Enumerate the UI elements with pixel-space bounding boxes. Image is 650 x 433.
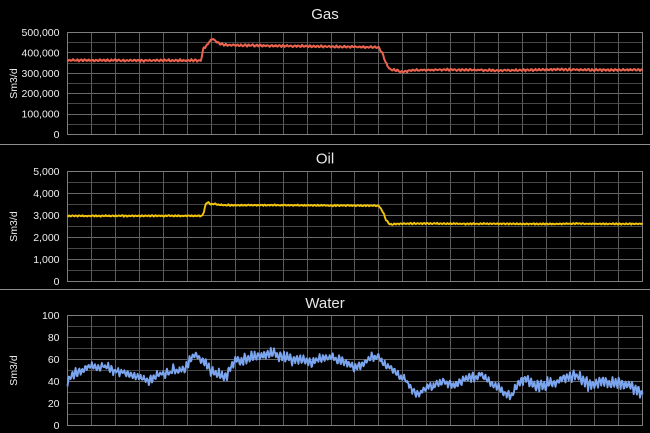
svg-text:3,000: 3,000 xyxy=(33,210,59,222)
svg-text:400,000: 400,000 xyxy=(22,47,60,59)
svg-text:Sm3/d: Sm3/d xyxy=(8,355,20,386)
svg-text:200,000: 200,000 xyxy=(22,88,60,100)
svg-text:20: 20 xyxy=(48,398,60,410)
svg-text:100,000: 100,000 xyxy=(22,109,60,121)
svg-text:4,000: 4,000 xyxy=(33,188,59,200)
svg-text:500,000: 500,000 xyxy=(22,27,60,39)
svg-text:Sm3/d: Sm3/d xyxy=(8,68,20,99)
svg-text:40: 40 xyxy=(48,376,60,388)
svg-text:80: 80 xyxy=(48,332,60,344)
svg-text:300,000: 300,000 xyxy=(22,68,60,80)
svg-text:1,000: 1,000 xyxy=(33,254,59,266)
svg-text:0: 0 xyxy=(54,129,60,141)
svg-text:100: 100 xyxy=(42,310,60,322)
svg-text:2,000: 2,000 xyxy=(33,232,59,244)
svg-text:5,000: 5,000 xyxy=(33,166,59,178)
svg-text:0: 0 xyxy=(54,420,60,432)
svg-text:Gas: Gas xyxy=(311,6,339,23)
svg-text:60: 60 xyxy=(48,354,60,366)
svg-text:Sm3/d: Sm3/d xyxy=(8,211,20,242)
svg-text:Water: Water xyxy=(305,295,344,312)
svg-text:Oil: Oil xyxy=(316,151,334,168)
svg-text:0: 0 xyxy=(54,276,60,288)
